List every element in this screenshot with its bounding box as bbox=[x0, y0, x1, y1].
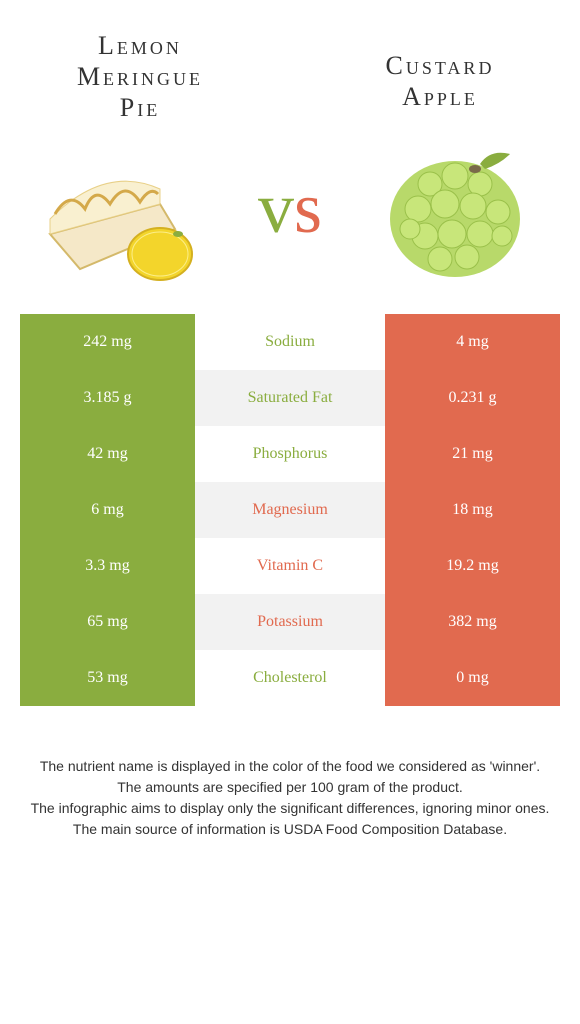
nutrient-label: Phosphorus bbox=[195, 426, 385, 482]
lemon-meringue-pie-icon bbox=[40, 134, 210, 284]
nutrient-label: Potassium bbox=[195, 594, 385, 650]
title-line: Custard bbox=[340, 50, 540, 81]
right-value: 18 mg bbox=[385, 482, 560, 538]
images-row: vs bbox=[0, 134, 580, 314]
comparison-table: 242 mgSodium4 mg3.185 gSaturated Fat0.23… bbox=[20, 314, 560, 706]
table-row: 6 mgMagnesium18 mg bbox=[20, 482, 560, 538]
left-value: 3.3 mg bbox=[20, 538, 195, 594]
left-value: 53 mg bbox=[20, 650, 195, 706]
title-line: Lemon bbox=[40, 30, 240, 61]
right-value: 19.2 mg bbox=[385, 538, 560, 594]
right-value: 0 mg bbox=[385, 650, 560, 706]
table-row: 3.3 mgVitamin C19.2 mg bbox=[20, 538, 560, 594]
table-row: 242 mgSodium4 mg bbox=[20, 314, 560, 370]
left-food-title: Lemon Meringue Pie bbox=[40, 30, 240, 124]
nutrient-label: Cholesterol bbox=[195, 650, 385, 706]
title-line: Meringue bbox=[40, 61, 240, 92]
nutrient-label: Magnesium bbox=[195, 482, 385, 538]
table-row: 42 mgPhosphorus21 mg bbox=[20, 426, 560, 482]
left-value: 42 mg bbox=[20, 426, 195, 482]
custard-apple-icon bbox=[370, 134, 540, 284]
vs-label: vs bbox=[258, 167, 322, 250]
right-value: 21 mg bbox=[385, 426, 560, 482]
nutrient-label: Vitamin C bbox=[195, 538, 385, 594]
footer-line: The main source of information is USDA F… bbox=[20, 819, 560, 840]
footer-line: The nutrient name is displayed in the co… bbox=[20, 756, 560, 777]
left-value: 65 mg bbox=[20, 594, 195, 650]
nutrient-label: Saturated Fat bbox=[195, 370, 385, 426]
right-food-title: Custard Apple bbox=[340, 50, 540, 112]
left-value: 6 mg bbox=[20, 482, 195, 538]
footer-line: The infographic aims to display only the… bbox=[20, 798, 560, 819]
table-row: 3.185 gSaturated Fat0.231 g bbox=[20, 370, 560, 426]
header: Lemon Meringue Pie Custard Apple bbox=[0, 0, 580, 134]
title-line: Apple bbox=[340, 81, 540, 112]
nutrient-label: Sodium bbox=[195, 314, 385, 370]
vs-s: s bbox=[294, 167, 322, 250]
left-value: 242 mg bbox=[20, 314, 195, 370]
table-row: 65 mgPotassium382 mg bbox=[20, 594, 560, 650]
right-value: 4 mg bbox=[385, 314, 560, 370]
footer-line: The amounts are specified per 100 gram o… bbox=[20, 777, 560, 798]
table-row: 53 mgCholesterol0 mg bbox=[20, 650, 560, 706]
right-value: 382 mg bbox=[385, 594, 560, 650]
footer-notes: The nutrient name is displayed in the co… bbox=[0, 706, 580, 840]
left-value: 3.185 g bbox=[20, 370, 195, 426]
title-line: Pie bbox=[40, 92, 240, 123]
right-value: 0.231 g bbox=[385, 370, 560, 426]
vs-v: v bbox=[258, 167, 294, 250]
